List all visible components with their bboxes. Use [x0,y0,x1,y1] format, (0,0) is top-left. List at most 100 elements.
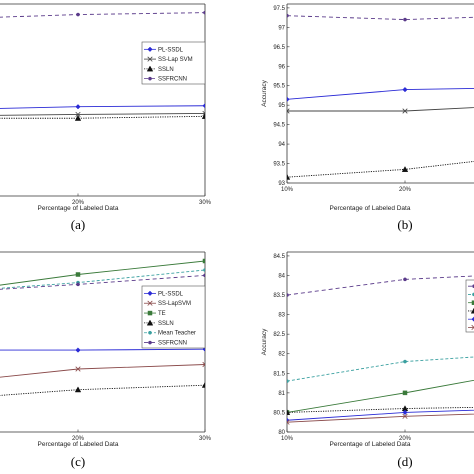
x-tick-label: 10% [281,187,294,193]
y-tick-label: 80.5 [273,410,285,416]
y-axis-label: Accuracy [261,79,268,106]
chart-panel-c: 20% 30% Percentage of Labeled Data PL-SSDL S… [0,251,212,469]
data-point [75,272,81,277]
data-point [75,366,81,372]
panel-caption: (a) [71,217,85,232]
x-tick-label: 30% [199,436,212,442]
data-point [403,359,407,364]
y-tick-label: 82 [278,352,285,358]
data-point [75,111,81,117]
x-tick-label: 30% [199,200,212,206]
series-ss-lapsvm [0,361,205,378]
data-point [287,108,290,114]
series-unnamed-4 [287,409,474,423]
legend-label: SS-LapSVM [158,301,191,307]
series-unnamed-0 [287,275,474,297]
y-tick-label: 80 [278,430,285,436]
y-tick-label: 95 [278,103,285,109]
series-line [0,384,205,396]
series-line [0,260,205,286]
y-tick-label: 83 [278,313,285,319]
x-axis-label: Percentage of Labeled Data [330,441,411,448]
data-point [401,166,409,172]
data-point [287,13,289,18]
data-point [402,390,408,396]
data-point [75,347,81,353]
data-point [287,379,289,383]
x-tick-label: 20% [399,436,412,442]
x-axis-label: Percentage of Labeled Data [330,205,411,212]
series-line [0,112,205,116]
x-tick-label: 10% [281,436,294,442]
series-line [0,105,205,109]
legend-marker [147,290,153,297]
plot-area [0,258,205,396]
legend: PL-SSDL SS-Lap SVM SSLN SSFRCNN [141,41,206,85]
series-line [287,88,474,100]
x-tick-label: 20% [72,436,85,442]
series-line [287,379,474,413]
legend-box [465,279,474,333]
chart-panel-a: 20% 30% Percentage of Labeled Data PL-SSDL S… [0,3,212,232]
legend-marker [148,340,152,345]
legend-marker [470,307,474,314]
legend-marker [471,316,474,322]
legend-marker [471,300,474,305]
series-pl-ssdl [0,346,205,353]
data-point [202,258,205,264]
data-point [202,110,205,117]
legend-marker [147,300,153,306]
series-line [287,356,474,382]
y-tick-label: 96 [278,64,285,70]
series-unnamed-5 [287,413,474,425]
series-unnamed-3 [287,405,474,415]
series-pl-ssdl [287,86,474,102]
series-ss-lap-svm [0,110,205,117]
data-point [76,282,80,287]
data-point [403,277,407,282]
series-line [0,115,205,119]
legend-marker [471,324,474,331]
y-tick-label: 93 [278,181,285,187]
legend [465,279,474,333]
series-ssfrcnn [0,10,205,18]
data-point [402,409,408,416]
x-axis-label: Percentage of Labeled Data [38,205,119,212]
plot-area [0,10,205,121]
series-line [287,275,474,296]
data-point [402,86,408,93]
legend-label: Mean Teacher [158,331,196,337]
data-point [74,386,82,393]
data-point [201,113,205,119]
y-tick-label: 94.5 [273,123,285,129]
series-ssln [287,160,474,180]
legend-label: SSLN [158,67,174,73]
legend-label: SS-Lap SVM [158,57,193,63]
data-point [202,361,205,368]
legend-marker [148,76,152,81]
legend-marker [146,319,154,326]
legend: PL-SSDL SS-LapSVM TE SSLN Mean Teacher SSFRCN… [141,285,206,349]
legend-label: TE [158,311,166,317]
data-point [403,17,407,22]
series-te [0,258,205,286]
panel-caption: (d) [397,454,412,469]
y-tick-label: 97 [278,25,285,31]
y-tick-label: 97.5 [273,6,285,12]
data-point [203,268,205,272]
legend-marker [148,330,152,335]
series-ss-lap-svm [287,107,474,114]
series-line [287,160,474,178]
y-tick-label: 83.5 [273,293,285,299]
plot-area [287,13,474,180]
y-tick-label: 94 [278,142,285,148]
x-tick-label: 20% [399,187,412,193]
y-tick-label: 95.5 [273,84,285,90]
legend-marker [147,310,153,316]
legend-box [141,285,206,349]
series-ssfrcnn [0,273,205,290]
data-point [402,108,408,114]
chart-panel-b: 93 93.5 94 94.5 95 95.5 96 96.5 97 97.5 10% 20% Perc… [261,3,474,232]
data-point [75,104,81,110]
